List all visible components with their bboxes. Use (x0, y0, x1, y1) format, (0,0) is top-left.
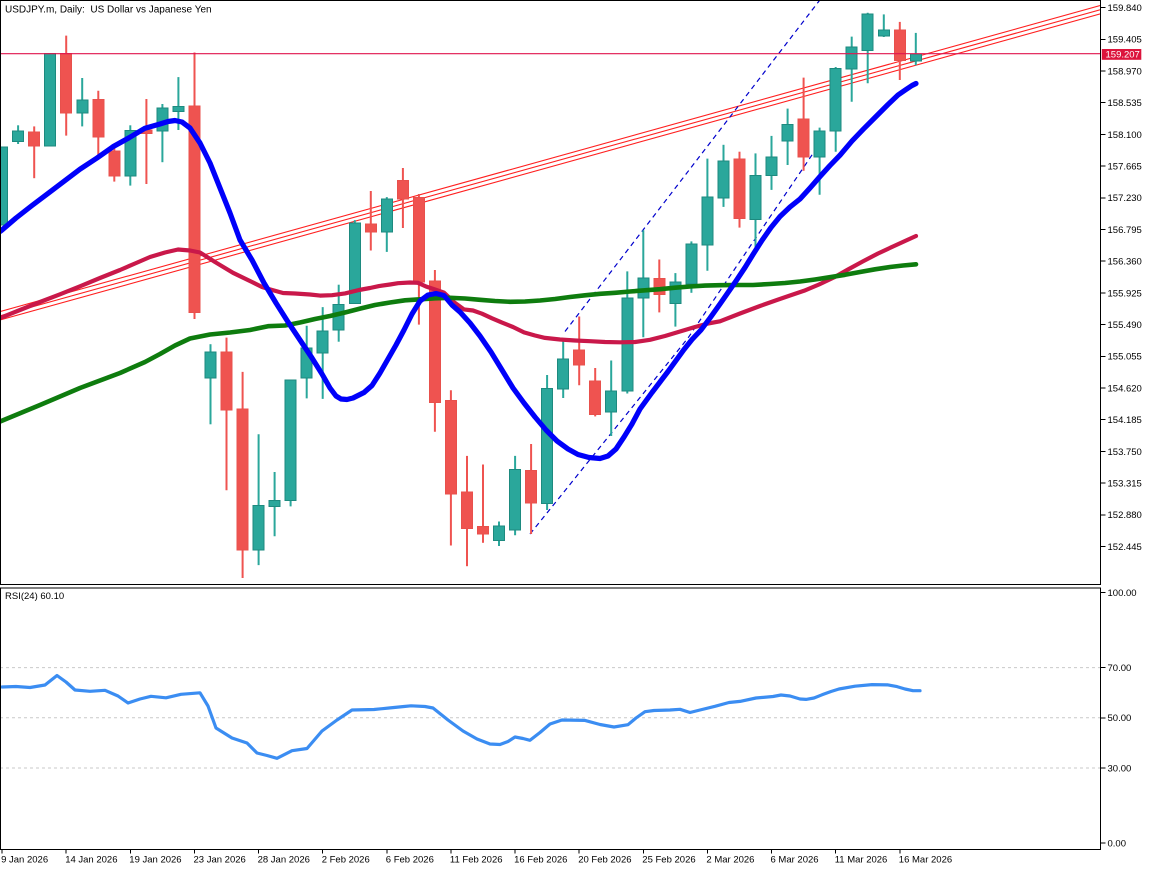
svg-text:50.00: 50.00 (1108, 713, 1132, 724)
svg-text:19 Jan 2026: 19 Jan 2026 (129, 855, 181, 866)
svg-text:153.750: 153.750 (1108, 447, 1142, 458)
svg-text:157.230: 157.230 (1108, 193, 1142, 204)
svg-text:155.055: 155.055 (1108, 352, 1142, 363)
svg-text:158.970: 158.970 (1108, 66, 1142, 77)
svg-text:157.665: 157.665 (1108, 162, 1142, 173)
svg-text:0.00: 0.00 (1108, 839, 1127, 850)
svg-text:159.405: 159.405 (1108, 35, 1142, 46)
svg-text:2 Mar 2026: 2 Mar 2026 (706, 855, 754, 866)
svg-text:11 Feb 2026: 11 Feb 2026 (450, 855, 503, 866)
svg-text:154.620: 154.620 (1108, 383, 1142, 394)
svg-text:25 Feb 2026: 25 Feb 2026 (642, 855, 695, 866)
svg-text:USDJPY.m, Daily: US Dollar vs: USDJPY.m, Daily: US Dollar vs Japanese Y… (5, 5, 212, 16)
svg-text:30.00: 30.00 (1108, 763, 1132, 774)
svg-text:6 Mar 2026: 6 Mar 2026 (771, 855, 819, 866)
svg-text:100.00: 100.00 (1108, 588, 1137, 599)
svg-text:9 Jan 2026: 9 Jan 2026 (1, 855, 48, 866)
svg-text:11 Mar 2026: 11 Mar 2026 (835, 855, 888, 866)
svg-text:159.207: 159.207 (1106, 50, 1140, 61)
svg-text:2 Feb 2026: 2 Feb 2026 (322, 855, 370, 866)
svg-text:154.185: 154.185 (1108, 415, 1142, 426)
svg-text:155.490: 155.490 (1108, 320, 1142, 331)
svg-text:28 Jan 2026: 28 Jan 2026 (258, 855, 310, 866)
svg-text:155.925: 155.925 (1108, 288, 1142, 299)
svg-text:159.840: 159.840 (1108, 3, 1142, 14)
svg-text:158.535: 158.535 (1108, 98, 1142, 109)
svg-text:153.315: 153.315 (1108, 479, 1142, 490)
svg-text:152.445: 152.445 (1108, 542, 1142, 553)
svg-text:16 Mar 2026: 16 Mar 2026 (899, 855, 952, 866)
svg-text:RSI(24) 60.10: RSI(24) 60.10 (5, 591, 64, 602)
svg-text:156.795: 156.795 (1108, 225, 1142, 236)
svg-text:158.100: 158.100 (1108, 130, 1142, 141)
svg-text:20 Feb 2026: 20 Feb 2026 (578, 855, 631, 866)
svg-text:152.880: 152.880 (1108, 510, 1142, 521)
svg-text:156.360: 156.360 (1108, 257, 1142, 268)
svg-text:6 Feb 2026: 6 Feb 2026 (386, 855, 434, 866)
svg-text:14 Jan 2026: 14 Jan 2026 (65, 855, 117, 866)
svg-text:70.00: 70.00 (1108, 663, 1132, 674)
svg-text:16 Feb 2026: 16 Feb 2026 (514, 855, 567, 866)
svg-text:23 Jan 2026: 23 Jan 2026 (194, 855, 246, 866)
